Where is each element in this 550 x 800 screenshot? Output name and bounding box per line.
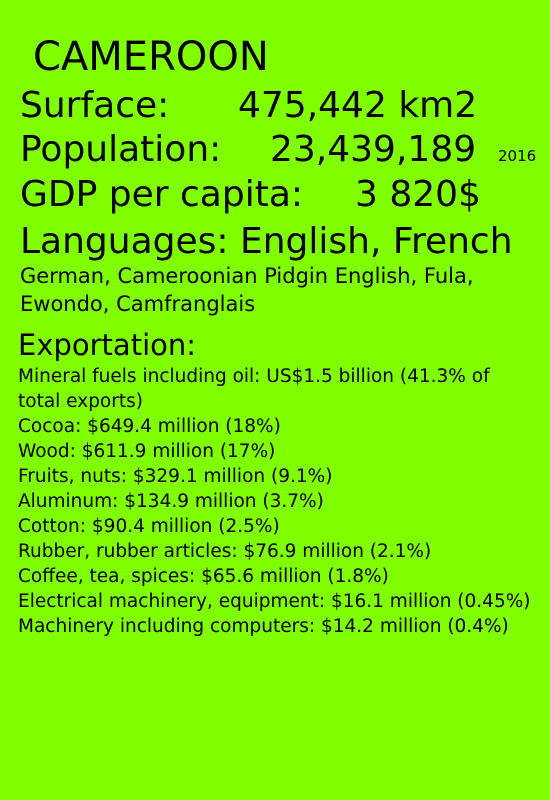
export-item: Mineral fuels including oil: US$1.5 bill… — [18, 366, 490, 412]
export-item: Electrical machinery, equipment: $16.1 m… — [18, 591, 531, 612]
population-value: 23,439,189 — [270, 129, 477, 170]
export-item: Cotton: $90.4 million (2.5%) — [18, 516, 280, 537]
export-item: Machinery including computers: $14.2 mil… — [18, 616, 509, 637]
gdp-value: 3 820$ — [355, 174, 481, 215]
population-row: Population: 23,439,189 — [20, 128, 476, 172]
export-item: Cocoa: $649.4 million (18%) — [18, 416, 281, 437]
exportation-list: Mineral fuels including oil: US$1.5 bill… — [18, 364, 533, 639]
export-item: Fruits, nuts: $329.1 million (9.1%) — [18, 466, 333, 487]
country-title: CAMEROON — [33, 34, 269, 80]
population-label: Population: — [20, 129, 222, 170]
export-item: Aluminum: $134.9 million (3.7%) — [18, 491, 324, 512]
exportation-heading: Exportation: — [18, 328, 197, 362]
languages-heading: Languages: English, French — [20, 221, 513, 262]
export-item: Wood: $611.9 million (17%) — [18, 441, 276, 462]
other-languages: German, Cameroonian Pidgin English, Fula… — [20, 264, 474, 316]
export-item: Rubber, rubber articles: $76.9 million (… — [18, 541, 432, 562]
gdp-label: GDP per capita: — [20, 174, 304, 215]
gdp-row: GDP per capita: 3 820$ — [20, 173, 481, 217]
population-year: 2016 — [498, 147, 537, 165]
surface-label: Surface: — [20, 85, 170, 126]
surface-value: 475,442 km2 — [238, 85, 478, 126]
export-item: Coffee, tea, spices: $65.6 million (1.8%… — [18, 566, 389, 587]
surface-row: Surface: 475,442 km2 — [20, 84, 477, 128]
